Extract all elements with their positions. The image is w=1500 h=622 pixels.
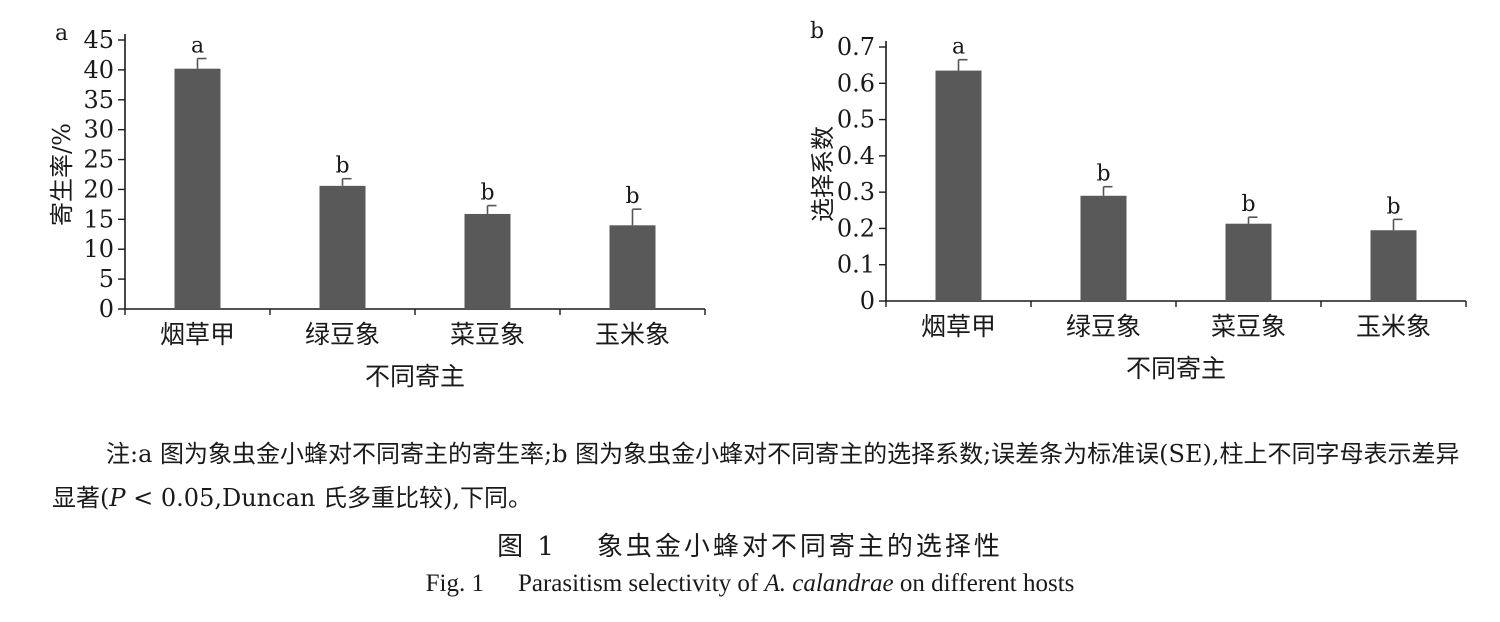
caption-en-text-before: Parasitism selectivity of <box>517 570 765 597</box>
caption-en-species: A. calandrae <box>764 570 894 597</box>
chart-b-y-tick-label: 0.1 <box>837 251 875 279</box>
chart-a-category-label: 菜豆象 <box>450 320 525 349</box>
note-prefix: 注:a 图为象虫金小蜂对不同寄主的寄生率;b 图为象虫金小蜂对不同寄主的选择系数… <box>52 440 1460 512</box>
chart-b-significance-letter: b <box>1096 162 1110 187</box>
caption-en-text-after: on different hosts <box>893 570 1075 597</box>
chart-b-y-tick-label: 0.6 <box>837 69 875 97</box>
chart-a-category-label: 绿豆象 <box>305 320 380 349</box>
chart-b-bar <box>1080 195 1127 301</box>
chart-a-significance-letter: a <box>191 34 204 59</box>
chart-b-y-tick-label: 0 <box>860 287 875 315</box>
chart-b-y-tick-label: 0.2 <box>837 214 875 242</box>
chart-a-y-axis-title: 寄生率/% <box>48 123 76 226</box>
chart-a-significance-letter: b <box>335 154 349 179</box>
note-suffix: ,Duncan 氏多重比较),下同。 <box>214 484 532 512</box>
chart-b-category-label: 玉米象 <box>1356 312 1431 341</box>
chart-b-x-axis-title: 不同寄主 <box>1126 354 1226 383</box>
chart-a-y-tick-label: 45 <box>83 26 114 54</box>
chart-a-x-axis-title: 不同寄主 <box>365 362 465 391</box>
chart-b-y-tick-label: 0.3 <box>837 178 875 206</box>
chart-a-y-tick-label: 5 <box>99 265 114 293</box>
chart-a-significance-letter: b <box>480 181 494 206</box>
chart-a-y-tick-label: 10 <box>83 235 114 263</box>
figure-area: a 0 5 10 15 20 25 30 35 40 45 a 烟草甲 b 绿豆象 b 菜豆象 b 玉米象 不同寄主寄… <box>48 19 1467 391</box>
figure-caption-chinese: 图 1 象虫金小蜂对不同寄主的选择性 <box>0 526 1500 563</box>
chart-a-y-tick-label: 30 <box>83 116 114 144</box>
chart-a-bar <box>319 185 366 309</box>
chart-b-significance-letter: a <box>952 35 965 60</box>
chart-a-category-label: 玉米象 <box>595 320 670 349</box>
chart-b-panel-label: b <box>810 19 824 44</box>
chart-a-bar <box>464 213 511 309</box>
chart-b-significance-letter: b <box>1241 192 1255 217</box>
chart-b-y-tick-label: 0.4 <box>837 142 875 170</box>
chart-a-y-tick-label: 0 <box>99 295 114 323</box>
caption-cn-number: 图 1 <box>497 532 557 562</box>
chart-b-bar <box>935 70 982 301</box>
chart-b-y-tick-label: 0.7 <box>837 33 875 61</box>
chart-b-category-label: 烟草甲 <box>921 312 996 341</box>
chart-a-significance-letter: b <box>625 184 639 209</box>
caption-en-number: Fig. 1 <box>425 570 484 597</box>
chart-a-bar <box>609 225 656 309</box>
caption-cn-text: 象虫金小蜂对不同寄主的选择性 <box>596 532 1003 562</box>
chart-a-bar <box>174 68 221 310</box>
chart-b-category-label: 绿豆象 <box>1066 312 1141 341</box>
note-p-symbol: P <box>109 484 126 512</box>
figure-caption-english: Fig. 1 Parasitism selectivity of A. calan… <box>0 570 1500 598</box>
chart-a-y-tick-label: 20 <box>83 175 114 203</box>
chart-b-y-tick-label: 0.5 <box>837 106 875 134</box>
chart-a-category-label: 烟草甲 <box>160 320 235 349</box>
chart-b-significance-letter: b <box>1386 194 1400 219</box>
chart-b-selection-coefficient: b 0 0.1 0.2 0.3 0.4 0.5 0.6 0.7 a 烟草甲 b 绿豆象 b 菜豆象 b 玉米象不… <box>809 19 1467 383</box>
chart-a-panel-label: a <box>55 21 68 46</box>
chart-b-bar <box>1370 230 1417 301</box>
chart-a-y-tick-label: 25 <box>83 146 114 174</box>
note-p-value: < 0.05 <box>125 484 215 512</box>
chart-b-category-label: 菜豆象 <box>1211 312 1286 341</box>
chart-a-y-tick-label: 15 <box>83 205 114 233</box>
figure-note: 注:a 图为象虫金小蜂对不同寄主的寄生率;b 图为象虫金小蜂对不同寄主的选择系数… <box>52 432 1472 520</box>
chart-b-y-axis-title: 选择系数 <box>809 126 837 222</box>
chart-b-bar <box>1225 223 1272 301</box>
chart-a-y-tick-label: 40 <box>83 56 114 84</box>
chart-a-y-tick-label: 35 <box>83 86 114 114</box>
